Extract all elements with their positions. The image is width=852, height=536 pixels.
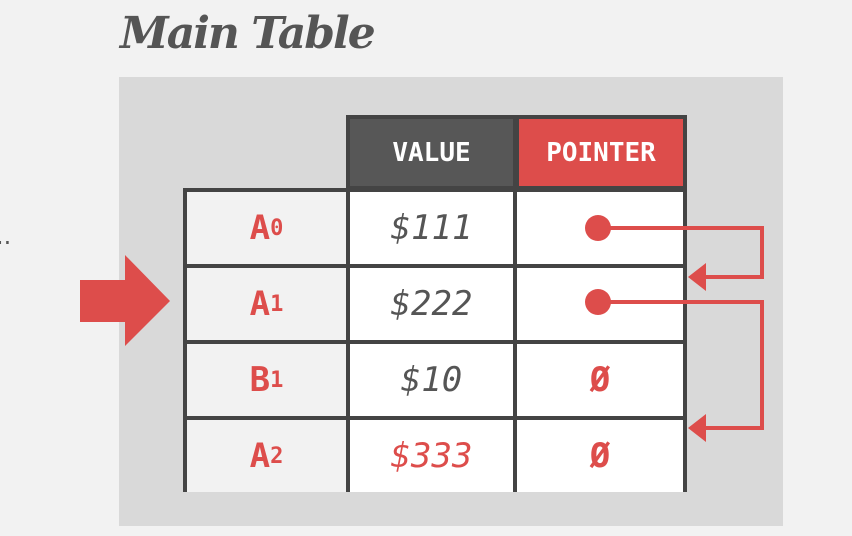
key-letter: A: [249, 208, 271, 248]
row-value: $222: [350, 268, 513, 340]
arrowhead-icon: [688, 414, 706, 442]
page-title: Main Table: [120, 8, 376, 59]
link-a1-to-a2: [598, 300, 764, 430]
row-value: $333: [350, 420, 513, 492]
current-row-arrow: [80, 255, 170, 346]
arrowhead-icon: [688, 263, 706, 291]
row-value: $111: [350, 192, 513, 264]
key-letter: A: [249, 284, 271, 324]
pointer-dot: [585, 215, 611, 241]
key-subscript: 1: [270, 367, 284, 393]
key-letter: B: [249, 360, 271, 400]
row-pointer: Ø: [517, 344, 683, 416]
ellipsis: ..: [0, 222, 12, 250]
key-subscript: 2: [270, 443, 284, 469]
pointer-dot: [585, 289, 611, 315]
link-a0-to-a1: [598, 226, 764, 279]
key-subscript: 0: [270, 215, 284, 241]
key-letter: A: [249, 436, 271, 476]
row-pointer: Ø: [517, 420, 683, 492]
row-value: $10: [350, 344, 513, 416]
key-subscript: 1: [270, 291, 284, 317]
